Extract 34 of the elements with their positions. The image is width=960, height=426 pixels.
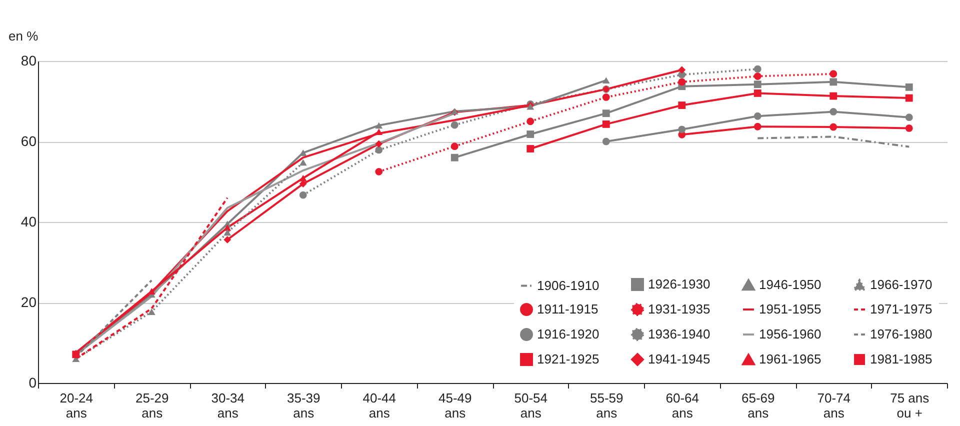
legend-label: 1956-1960: [759, 326, 822, 342]
legend-label: 1966-1970: [870, 276, 932, 292]
legend-label: 1981-1985: [870, 352, 932, 366]
legend-label: 1971-1975: [870, 302, 932, 316]
legend-label: 1921-1925: [537, 352, 600, 366]
x-tick-label: 25-29 ans: [136, 390, 169, 420]
y-axis-title: en %: [8, 28, 39, 44]
x-tick-label: 60-64 ans: [666, 390, 699, 420]
y-tick-label: 60: [20, 133, 37, 149]
legend-label: 1976-1980: [870, 326, 932, 342]
x-tick-label: 75 ans ou +: [890, 390, 930, 420]
legend-label: 1931-1935: [648, 302, 710, 316]
x-tick-label: 35-39 ans: [287, 390, 320, 420]
x-tick-label: 50-54 ans: [514, 390, 548, 420]
legend-label: 1946-1950: [759, 276, 822, 292]
x-tick-label: 40-44 ans: [362, 390, 396, 420]
legend-label: 1961-1965: [759, 352, 822, 366]
legend-label: 1911-1915: [537, 302, 598, 316]
legend-label: 1951-1955: [759, 302, 822, 316]
y-tick-label: 80: [20, 52, 37, 68]
x-tick-label: 20-24 ans: [60, 390, 93, 420]
legend-label: 1936-1940: [648, 326, 710, 342]
y-tick-label: 40: [20, 214, 37, 230]
y-tick-label: 0: [28, 374, 37, 390]
x-tick-label: 45-49 ans: [438, 390, 472, 420]
legend-label: 1916-1920: [537, 326, 600, 342]
legend-label: 1941-1945: [648, 352, 710, 366]
x-tick-label: 70-74 ans: [817, 390, 850, 420]
x-tick-label: 30-34 ans: [211, 390, 244, 420]
x-tick-label: 65-69 ans: [742, 390, 775, 420]
legend-label: 1906-1910: [537, 278, 600, 293]
legend-label: 1926-1930: [648, 276, 710, 292]
y-tick-label: 20: [20, 294, 37, 310]
x-tick-label: 55-59 ans: [590, 390, 624, 420]
